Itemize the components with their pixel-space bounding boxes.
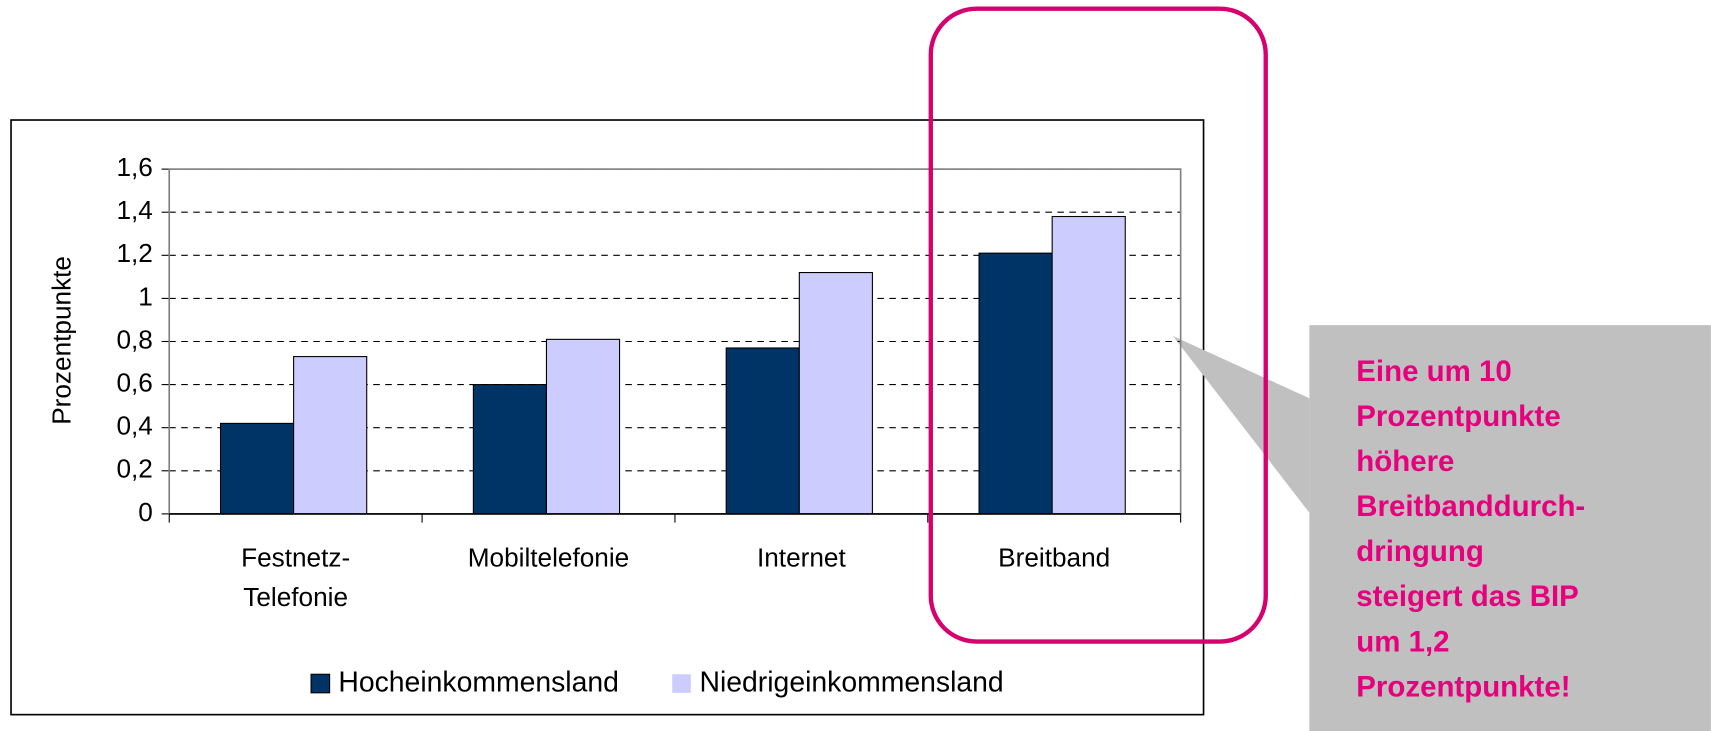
- y-tick-label: 0,8: [116, 324, 152, 354]
- bar: [219, 422, 295, 515]
- y-tick-label: 1: [138, 281, 153, 311]
- y-tick-label: 0,6: [116, 368, 152, 398]
- callout-text: höhere: [1356, 445, 1454, 478]
- y-tick-label: 1,4: [116, 195, 152, 225]
- y-axis-label: Prozentpunkte: [46, 256, 76, 425]
- x-tick-label: Mobiltelefonie: [468, 543, 630, 573]
- callout-box: [1309, 325, 1711, 731]
- legend-label: Hocheinkommensland: [338, 667, 619, 699]
- bar: [725, 347, 800, 515]
- callout-text: Eine um 10: [1356, 355, 1511, 388]
- legend-label: Niedrigeinkommensland: [699, 667, 1003, 699]
- callout-text: Prozentpunkte!: [1356, 670, 1570, 703]
- callout-text: Breitbanddurch-: [1356, 490, 1585, 523]
- y-tick-label: 1,6: [116, 152, 152, 182]
- y-tick-label: 0: [138, 497, 153, 527]
- callout-text: Prozentpunkte: [1356, 400, 1560, 433]
- x-tick-label: Internet: [757, 543, 846, 573]
- x-tick-label: Breitband: [998, 543, 1110, 573]
- callout-text: dringung: [1356, 535, 1484, 568]
- y-tick-label: 0,4: [116, 411, 152, 441]
- bar: [472, 384, 548, 515]
- bar: [545, 338, 621, 515]
- callout-text: steigert das BIP: [1356, 580, 1579, 613]
- y-tick-label: 0,2: [116, 454, 152, 484]
- bar: [798, 271, 873, 515]
- bar: [293, 356, 368, 515]
- legend-swatch: [310, 673, 331, 694]
- callout-text: um 1,2: [1356, 625, 1449, 658]
- x-tick-label: Festnetz-Telefonie: [241, 543, 350, 612]
- highlight-frame: [928, 6, 1268, 644]
- y-tick-label: 1,2: [116, 238, 152, 268]
- legend-swatch: [672, 674, 691, 693]
- bar: [1051, 215, 1126, 515]
- bar: [978, 252, 1053, 515]
